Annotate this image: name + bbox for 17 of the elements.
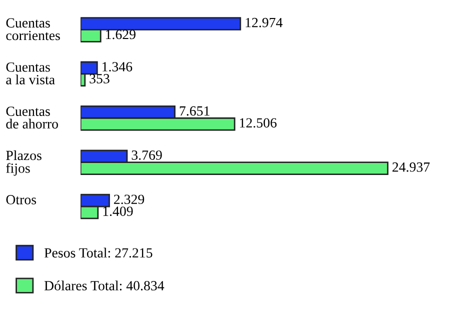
legend-label: Pesos Total: 27.215 [44, 248, 152, 258]
data-label: 1.629 [106, 30, 136, 40]
data-label: 1.409 [103, 206, 133, 216]
y-tick-label: Otros [6, 195, 36, 204]
y-tick-label: Cuentas a la vista [6, 62, 55, 84]
data-label: 1.346 [102, 62, 132, 72]
data-label: 12.974 [246, 18, 283, 28]
data-label: 7.651 [180, 106, 210, 116]
y-tick-label: Cuentas de ahorro [6, 106, 58, 129]
y-tick-label: Cuentas corrientes [6, 18, 60, 40]
legend-label: Dólares Total: 40.834 [44, 280, 164, 290]
data-label: 12.506 [240, 118, 277, 128]
data-label: 24.937 [392, 162, 430, 172]
data-label: 2.329 [114, 194, 144, 204]
data-label: 3.769 [132, 150, 162, 160]
data-label: 353 [90, 74, 110, 84]
y-tick-label: Plazos fijos [6, 150, 42, 176]
